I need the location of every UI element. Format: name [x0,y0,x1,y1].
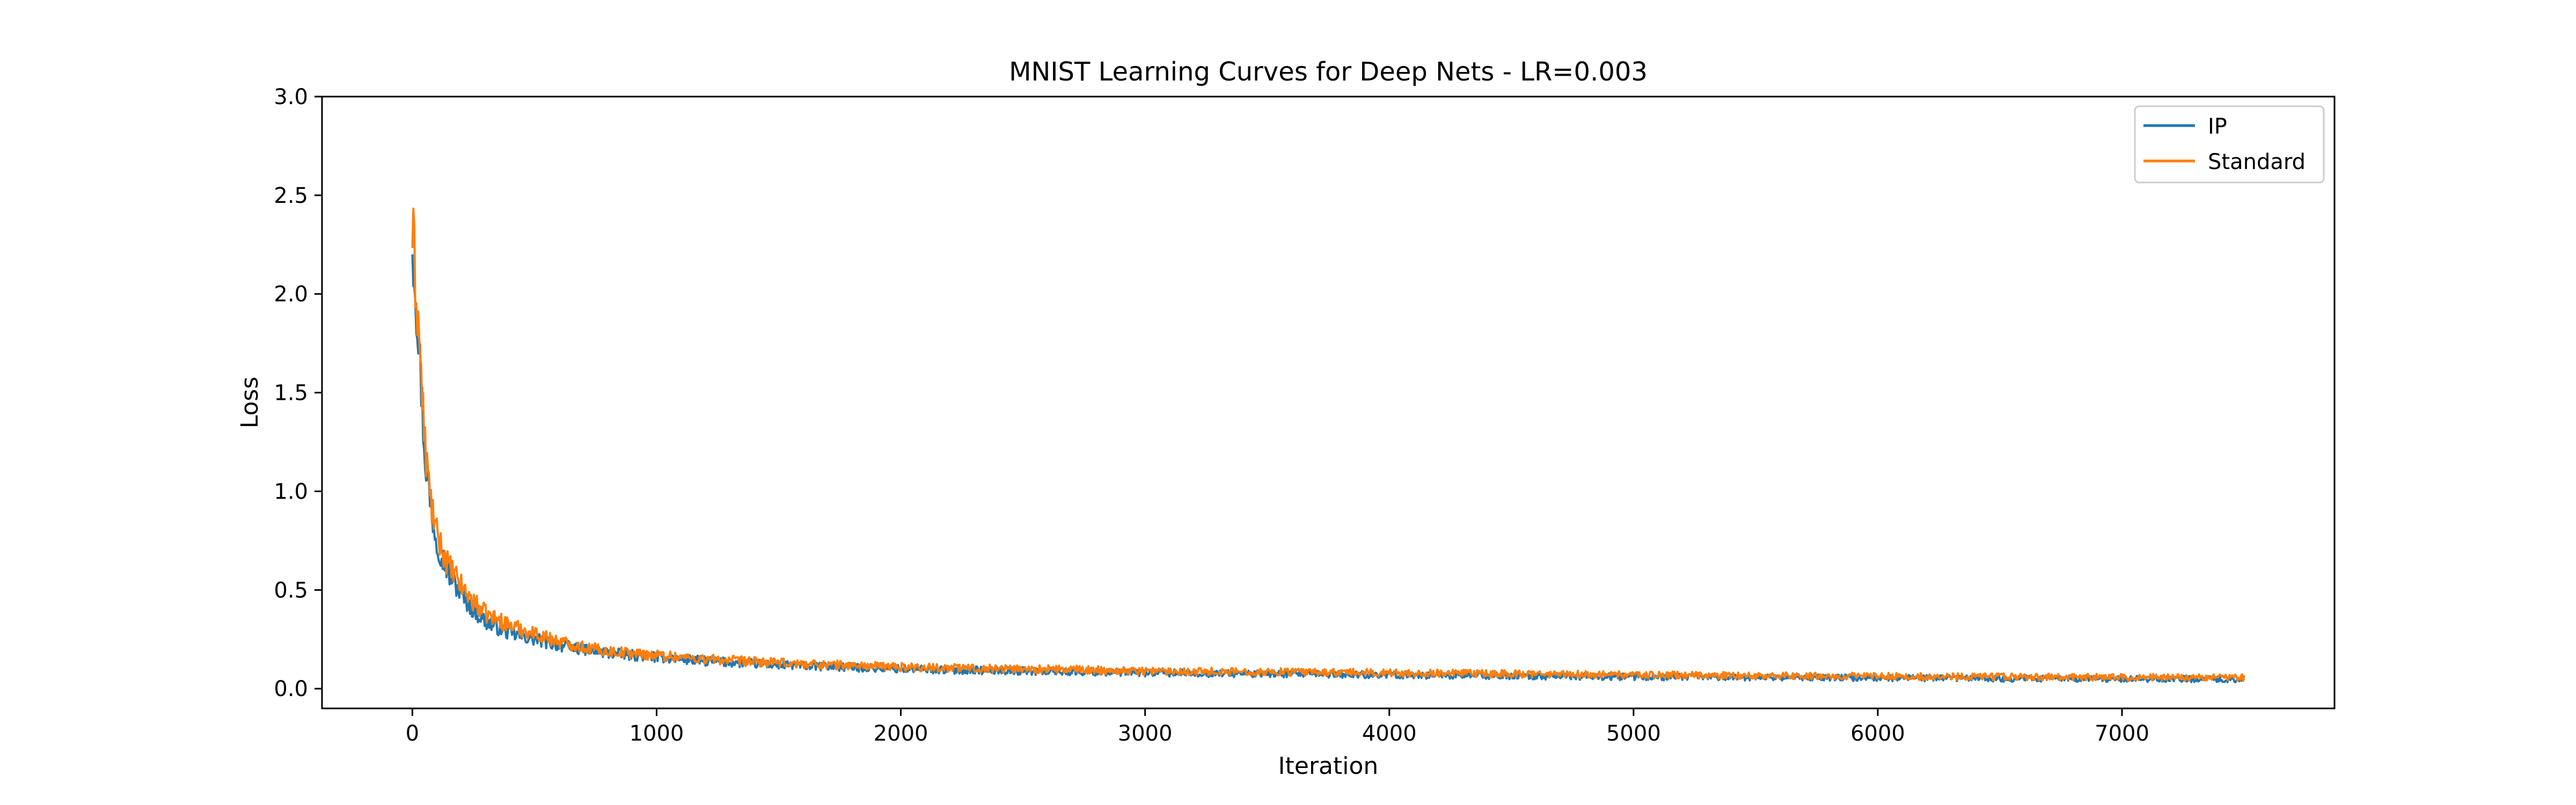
x-tick-label: 2000 [874,721,928,746]
y-tick-label: 0.0 [274,677,308,701]
x-axis-label: Iteration [1278,752,1379,780]
y-tick-label: 3.0 [274,85,308,109]
x-tick-label: 0 [406,721,419,746]
x-tick-label: 5000 [1606,721,1661,746]
chart-title: MNIST Learning Curves for Deep Nets - LR… [1009,57,1648,87]
y-tick-label: 0.5 [274,578,308,603]
legend-label-standard: Standard [2208,150,2306,174]
legend-label-ip: IP [2208,114,2227,139]
y-tick-label: 2.0 [274,282,308,307]
y-axis-ticks: 0.0 0.5 1.0 1.5 2.0 2.5 3.0 [274,85,322,701]
x-tick-label: 1000 [630,721,684,746]
axes-frame [321,96,2336,709]
legend: IP Standard [2134,105,2325,184]
y-axis-label: Loss [236,377,264,429]
y-tick-label: 1.5 [274,381,308,406]
series-line-standard [411,207,2245,682]
x-tick-label: 6000 [1850,721,1905,746]
plot-area [411,207,2245,684]
x-tick-label: 3000 [1118,721,1173,746]
y-tick-label: 2.5 [274,184,308,208]
y-tick-label: 1.0 [274,479,308,504]
x-tick-label: 4000 [1362,721,1417,746]
x-tick-label: 7000 [2095,721,2149,746]
x-axis-ticks: 0 1000 2000 3000 4000 5000 6000 7000 [406,708,2149,746]
